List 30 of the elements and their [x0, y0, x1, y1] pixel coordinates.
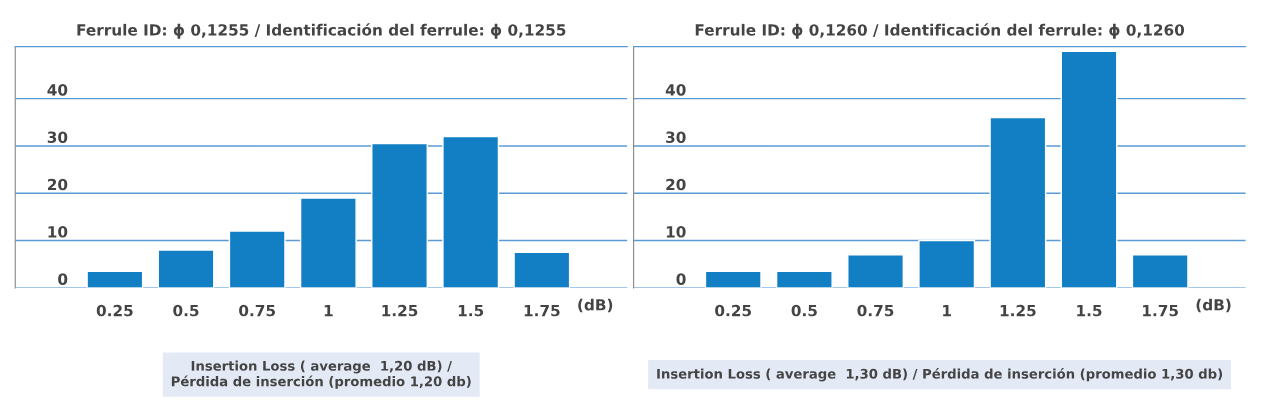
- x-axis-title: (dB): [578, 298, 613, 313]
- y-tick-label: 10: [666, 226, 686, 238]
- x-tick-label: 0.25: [715, 304, 751, 317]
- y-tick-label: 0: [58, 273, 68, 285]
- x-tick-label: 0.75: [857, 304, 894, 317]
- chart-title: Ferrule ID: ϕ 0,1255 / Identificación del ferrule: ϕ 0,1255: [77, 23, 566, 39]
- x-tick-label: 1: [324, 305, 333, 317]
- y-tick-label: 10: [48, 226, 68, 238]
- text: Insertion Loss ( average 1,20 dB) / Pérdida de inserción (promedio 1,20 db): [171, 360, 471, 389]
- y-tick-label: 0: [676, 273, 686, 285]
- y-tick-label: 30: [666, 131, 686, 143]
- y-tick-label: 40: [47, 84, 68, 96]
- chart-title: Ferrule ID: ϕ 0,1260 / Identificación del ferrule: ϕ 0,1260: [695, 23, 1185, 39]
- x-tick-label: 1.5: [1077, 305, 1102, 317]
- y-tick-label: 20: [666, 178, 686, 191]
- x-tick-label: 0.25: [96, 304, 133, 317]
- x-tick-label: 0.5: [173, 304, 199, 317]
- x-tick-label: 1.25: [382, 304, 418, 317]
- x-tick-label: 0.75: [239, 304, 275, 317]
- x-tick-label: 1.75: [524, 305, 560, 317]
- text: Insertion Loss ( average 1,30 dB) / Pérdida de inserción (promedio 1,30 db): [657, 368, 1223, 382]
- x-tick-label: 1.25: [1000, 304, 1036, 317]
- y-tick-label: 20: [47, 178, 68, 191]
- x-tick-label: 1: [943, 305, 951, 317]
- x-tick-label: 0.5: [791, 304, 817, 317]
- x-tick-label: 1.5: [458, 305, 484, 317]
- x-tick-label: 1.75: [1143, 305, 1178, 317]
- y-tick-label: 30: [47, 131, 68, 143]
- y-tick-label: 40: [665, 84, 686, 96]
- x-axis-title: (dB): [1196, 298, 1231, 313]
